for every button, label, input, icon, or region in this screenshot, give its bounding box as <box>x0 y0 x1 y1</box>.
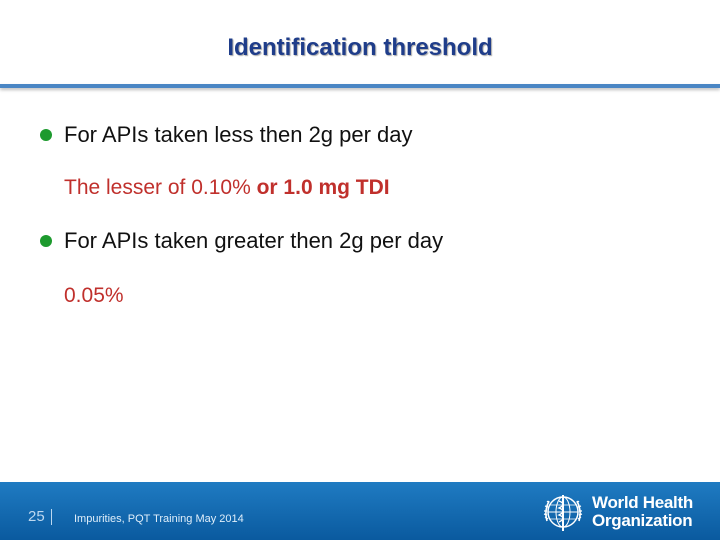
sub-bullet-2: 0.05% <box>64 284 124 308</box>
sub-bullet-1-plain: The lesser of 0.10% <box>64 176 251 199</box>
bullet-text-2: For APIs taken greater then 2g per day <box>64 228 444 253</box>
who-logo: World Health Organization <box>540 490 693 534</box>
footer-bar: 25 Impurities, PQT Training May 2014 Wor… <box>0 482 720 540</box>
bullet-item-1: For APIs taken less then 2g per day <box>40 122 413 148</box>
who-logo-line1: World Health <box>592 493 693 512</box>
slide-title: Identification threshold <box>227 34 493 61</box>
sub-bullet-1-strong: or 1.0 mg TDI <box>250 176 390 199</box>
who-emblem-icon <box>543 495 583 531</box>
page-number-separator <box>51 509 52 525</box>
bullet-item-2: For APIs taken greater then 2g per day <box>40 228 443 254</box>
who-logo-text: World Health Organization <box>592 494 693 530</box>
sub-bullet-1: The lesser of 0.10% or 1.0 mg TDI <box>64 176 390 200</box>
sub-bullet-2-plain: 0.05% <box>64 284 124 307</box>
bullet-text-1: For APIs taken less then 2g per day <box>64 122 413 147</box>
bullet-dot-icon <box>40 129 52 141</box>
who-logo-line2: Organization <box>592 511 693 530</box>
bullet-dot-icon <box>40 235 52 247</box>
footer-text: Impurities, PQT Training May 2014 <box>74 513 244 525</box>
page-number: 25 <box>28 508 45 525</box>
title-divider <box>0 84 720 88</box>
